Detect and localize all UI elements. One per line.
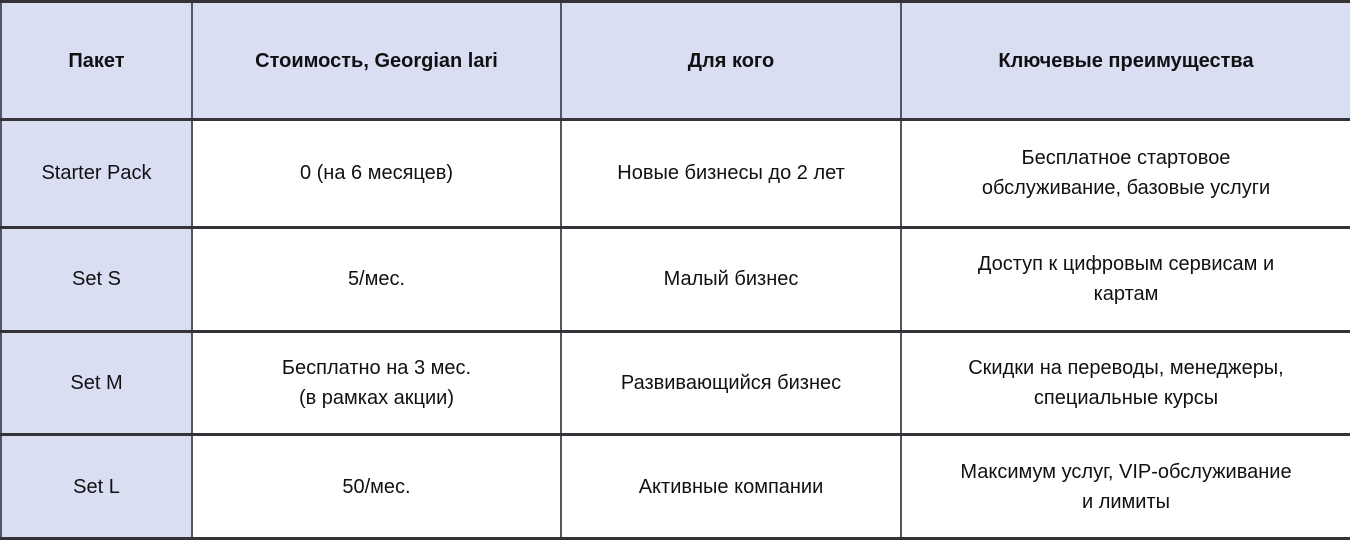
cell-price: 5/мес. [191,225,562,333]
cell-audience: Малый бизнес [560,225,902,333]
cell-package: Starter Pack [0,118,193,229]
column-header-audience: Для кого [560,0,902,121]
cell-audience: Активные компании [560,433,902,540]
cell-price: 50/мес. [191,433,562,540]
cell-benefits: Максимум услуг, VIP-обслуживание и лимит… [900,433,1350,540]
column-header-benefits: Ключевые преимущества [900,0,1350,121]
column-header-package: Пакет [0,0,193,121]
cell-audience: Новые бизнесы до 2 лет [560,118,902,229]
cell-benefits: Скидки на переводы, менеджеры, специальн… [900,329,1350,437]
header-row: Пакет Стоимость, Georgian lari Для кого … [0,0,1350,121]
cell-benefits: Доступ к цифровым сервисам и картам [900,225,1350,333]
table-row-set-s: Set S 5/мес. Малый бизнес Доступ к цифро… [0,225,1350,333]
table-row-starter-pack: Starter Pack 0 (на 6 месяцев) Новые бизн… [0,118,1350,229]
cell-package: Set L [0,433,193,540]
cell-price: 0 (на 6 месяцев) [191,118,562,229]
cell-audience: Развивающийся бизнес [560,329,902,437]
cell-package: Set M [0,329,193,437]
column-header-price: Стоимость, Georgian lari [191,0,562,121]
cell-price: Бесплатно на 3 мес. (в рамках акции) [191,329,562,437]
table-row-set-l: Set L 50/мес. Активные компании Максимум… [0,433,1350,540]
cell-benefits: Бесплатное стартовое обслуживание, базов… [900,118,1350,229]
cell-package: Set S [0,225,193,333]
table-row-set-m: Set M Бесплатно на 3 мес. (в рамках акци… [0,329,1350,437]
